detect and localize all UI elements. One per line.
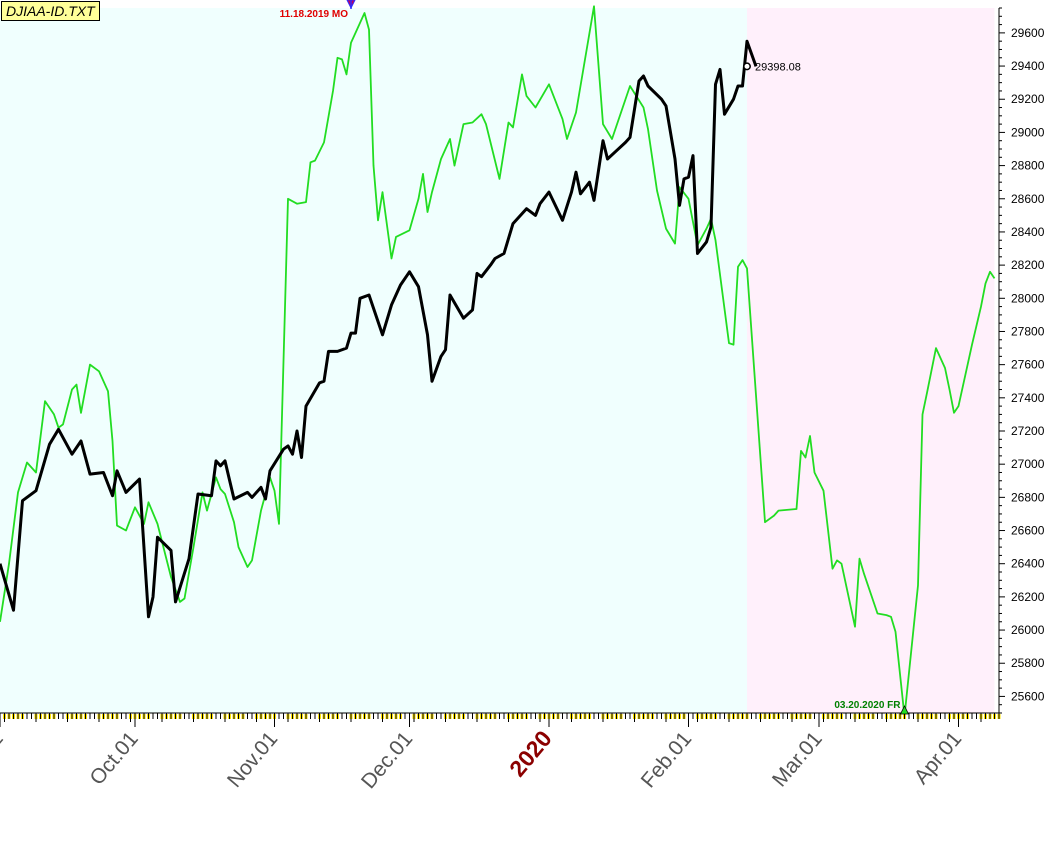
background-region-1 [747,8,995,713]
background-region-0 [0,8,747,713]
last-value-marker-icon [743,62,751,71]
x-tick-label: Oct.01 [85,727,142,789]
x-tick-label: Apr.01 [910,727,967,788]
y-tick-label: 27600 [1011,358,1045,372]
y-tick-label: 26800 [1011,490,1045,504]
y-axis: 25600 25800 26000 26200 26400 26600 26800 27000… [999,7,1045,714]
y-tick-label: 28600 [1011,192,1045,206]
y-tick-label: 28000 [1011,291,1045,305]
x-tick-label: .01 [0,727,8,764]
x-tick-label: Dec.01 [357,727,417,793]
y-tick-label: 26400 [1011,557,1045,571]
series-line-0 [0,39,758,619]
y-tick-label: 29200 [1011,92,1045,106]
y-tick-label: 26600 [1011,524,1045,538]
y-tick-label: 25600 [1011,689,1045,703]
y-tick-label: 27000 [1011,457,1045,471]
annotations: 11.18.2019 MO 03.20.2020 FR 29398.08 [280,0,910,715]
y-tick-label: 26000 [1011,623,1045,637]
x-tick-label: Mar.01 [768,727,827,791]
y-tick-label: 26200 [1011,590,1045,604]
y-tick-label: 27200 [1011,424,1045,438]
chart-title: DJIAA-ID.TXT [1,1,100,21]
y-tick-label: 29600 [1011,26,1045,40]
x-tick-label: 2020 [504,726,557,782]
y-tick-label: 27800 [1011,324,1045,338]
low-marker-icon [899,705,910,715]
y-tick-label: 28800 [1011,159,1045,173]
y-tick-label: 29000 [1011,125,1045,139]
x-axis: .01 Oct.01 Nov.01 Dec.01 2020 Feb.01 Mar.01 Apr… [0,713,1001,793]
series-lines [0,5,996,718]
last-value-label: 29398.08 [755,61,801,73]
x-tick-label: Feb.01 [637,727,697,792]
x-tick-label: Nov.01 [223,727,282,792]
y-tick-label: 25800 [1011,656,1045,670]
background-regions [0,8,995,713]
low-annotation-label: 03.20.2020 FR [834,700,901,711]
y-tick-label: 27400 [1011,391,1045,405]
y-tick-label: 28200 [1011,258,1045,272]
high-annotation-label: 11.18.2019 MO [280,9,349,20]
y-tick-label: 28400 [1011,225,1045,239]
y-tick-label: 29400 [1011,59,1045,73]
